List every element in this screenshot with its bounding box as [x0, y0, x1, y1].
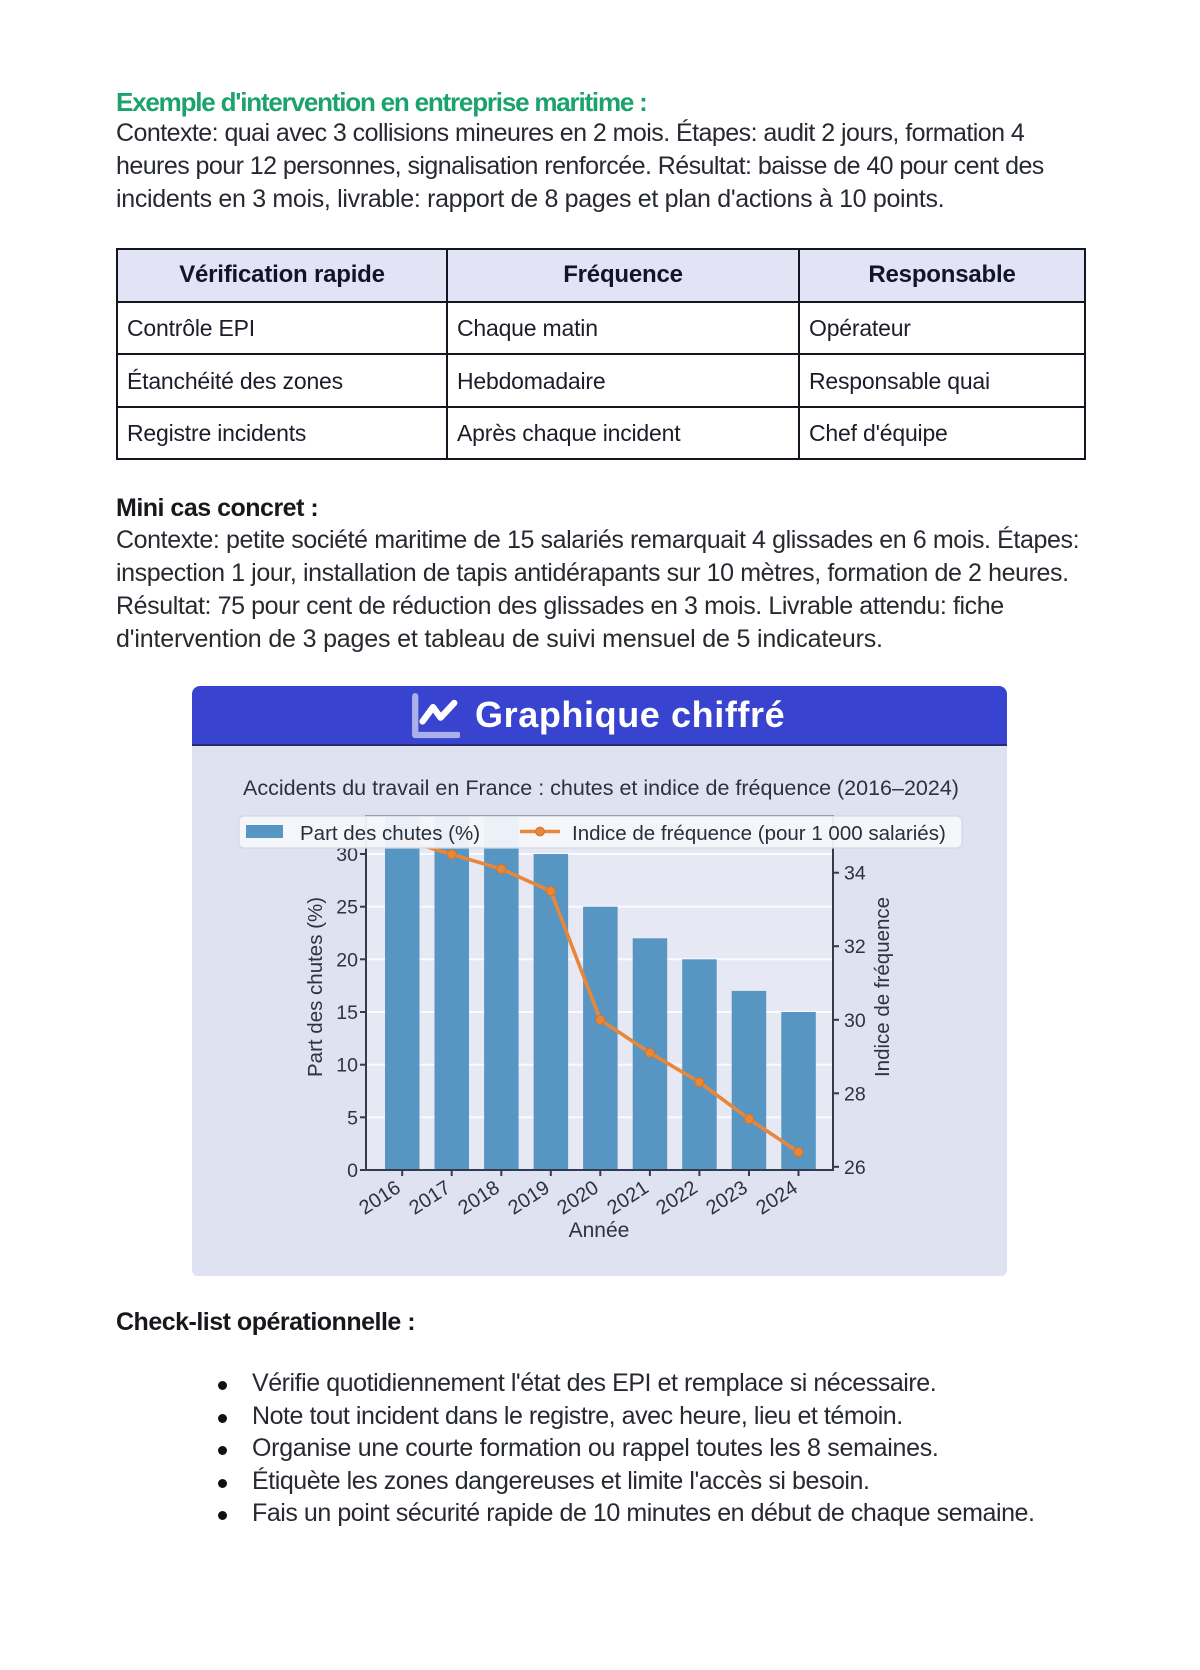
svg-text:2018: 2018 — [454, 1177, 503, 1220]
svg-text:5: 5 — [347, 1107, 358, 1129]
svg-text:28: 28 — [844, 1083, 866, 1105]
svg-text:15: 15 — [336, 1002, 358, 1024]
svg-text:Part des chutes (%): Part des chutes (%) — [304, 897, 327, 1077]
svg-text:20: 20 — [336, 949, 358, 971]
svg-text:34: 34 — [844, 863, 866, 885]
svg-text:2017: 2017 — [405, 1177, 454, 1220]
svg-text:2021: 2021 — [603, 1177, 652, 1220]
svg-text:Indice de fréquence (pour 1 00: Indice de fréquence (pour 1 000 salariés… — [572, 822, 946, 845]
svg-text:2022: 2022 — [652, 1177, 701, 1220]
svg-text:26: 26 — [844, 1157, 866, 1179]
svg-text:Année: Année — [569, 1219, 630, 1242]
svg-text:30: 30 — [336, 844, 358, 866]
svg-text:0: 0 — [347, 1160, 358, 1182]
svg-text:Part des chutes (%): Part des chutes (%) — [300, 822, 480, 845]
svg-text:2016: 2016 — [355, 1177, 404, 1220]
svg-text:25: 25 — [336, 897, 358, 919]
svg-text:2024: 2024 — [752, 1177, 801, 1220]
svg-text:30: 30 — [844, 1010, 866, 1032]
svg-text:2023: 2023 — [702, 1177, 751, 1220]
svg-text:2020: 2020 — [553, 1177, 602, 1220]
svg-text:Accidents du travail en France: Accidents du travail en France : chutes … — [243, 776, 959, 800]
svg-text:32: 32 — [844, 936, 866, 958]
svg-text:Indice de fréquence: Indice de fréquence — [871, 897, 894, 1077]
svg-text:10: 10 — [336, 1055, 358, 1077]
svg-text:2019: 2019 — [504, 1177, 553, 1220]
